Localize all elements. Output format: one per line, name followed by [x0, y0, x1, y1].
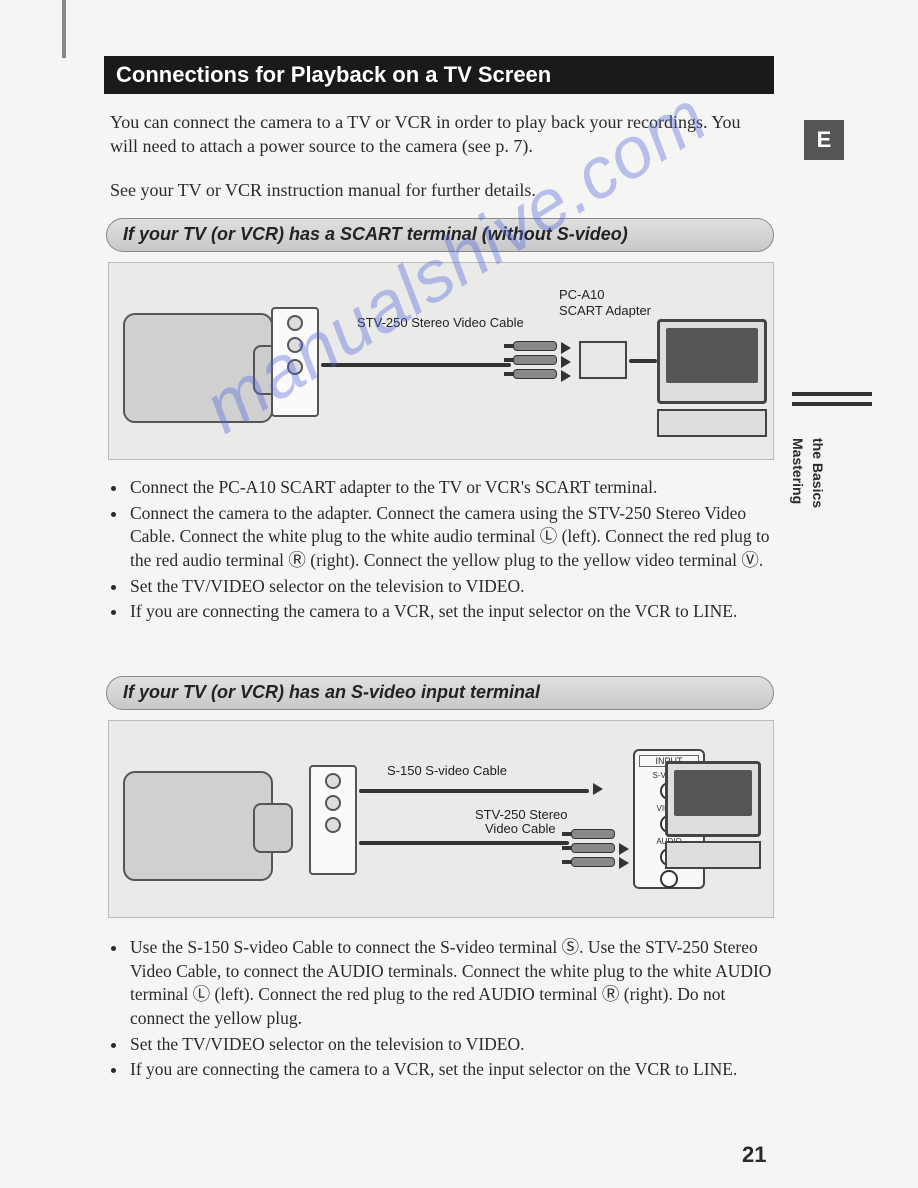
bullet-item: Connect the PC-A10 SCART adapter to the …	[128, 476, 774, 500]
camera-av-panel	[309, 765, 357, 875]
section-heading-scart-text: If your TV (or VCR) has a SCART terminal…	[123, 224, 628, 244]
bullet-item: If you are connecting the camera to a VC…	[128, 1058, 774, 1082]
page-title-bar: Connections for Playback on a TV Screen	[104, 56, 774, 94]
panel-port	[325, 817, 341, 833]
label-pca10-l2: SCART Adapter	[559, 303, 651, 318]
stereo-cable	[321, 363, 511, 367]
intro-paragraph-2: See your TV or VCR instruction manual fo…	[110, 180, 770, 201]
chapter-tab: the Basics Mastering	[790, 438, 860, 528]
section-heading-svideo-text: If your TV (or VCR) has an S-video input…	[123, 682, 540, 702]
rca-plug-red	[571, 857, 615, 867]
rca-plug-yellow	[571, 829, 615, 839]
chapter-tab-line2: the Basics	[810, 438, 826, 508]
rca-plug-red	[513, 355, 557, 365]
arrow-icon	[593, 783, 603, 795]
rca-plugs	[571, 829, 615, 871]
scart-cable	[629, 359, 657, 363]
bullet-item: Set the TV/VIDEO selector on the televis…	[128, 1033, 774, 1057]
scan-edge	[62, 0, 66, 58]
panel-port	[287, 337, 303, 353]
bullet-item: If you are connecting the camera to a VC…	[128, 600, 774, 624]
label-stv250-l1: STV-250 Stereo	[475, 807, 568, 822]
scart-adapter-shape	[579, 341, 627, 379]
panel-port	[325, 795, 341, 811]
panel-port	[287, 315, 303, 331]
bullet-list-scart: Connect the PC-A10 SCART adapter to the …	[118, 476, 774, 626]
side-rule-1	[792, 392, 872, 396]
camcorder-shape	[123, 771, 273, 881]
bullet-item: Connect the camera to the adapter. Conne…	[128, 502, 774, 573]
rca-plug-yellow	[513, 369, 557, 379]
bullet-item: Use the S-150 S-video Cable to connect t…	[128, 936, 774, 1031]
vcr-shape	[657, 409, 767, 437]
camcorder-lens	[253, 803, 293, 853]
section-heading-svideo: If your TV (or VCR) has an S-video input…	[106, 676, 774, 710]
arrow-icon	[619, 843, 629, 855]
arrow-icon	[561, 356, 571, 368]
bullet-item: Set the TV/VIDEO selector on the televis…	[128, 575, 774, 599]
intro-paragraph-1: You can connect the camera to a TV or VC…	[110, 110, 770, 159]
arrow-icon	[561, 370, 571, 382]
diagram-svideo: INPUT S-VIDEO VIDEO AUDIO S-150 S-video …	[108, 720, 774, 918]
manual-page: Connections for Playback on a TV Screen …	[0, 0, 918, 1188]
bullet-list-svideo: Use the S-150 S-video Cable to connect t…	[118, 936, 774, 1084]
camera-av-panel	[271, 307, 319, 417]
camcorder-shape	[123, 313, 273, 423]
rca-plug-white	[513, 341, 557, 351]
svideo-cable	[359, 789, 589, 793]
page-number: 21	[742, 1142, 766, 1168]
chapter-tab-line1: Mastering	[790, 438, 806, 504]
section-heading-scart: If your TV (or VCR) has a SCART terminal…	[106, 218, 774, 252]
vcr-shape	[665, 841, 761, 869]
tv-shape	[665, 761, 761, 837]
rca-plugs	[513, 341, 557, 383]
panel-port	[325, 773, 341, 789]
diagram-scart: STV-250 Stereo Video Cable PC-A10 SCART …	[108, 262, 774, 460]
label-pca10-l1: PC-A10	[559, 287, 605, 302]
label-s150: S-150 S-video Cable	[387, 763, 507, 778]
arrow-icon	[619, 857, 629, 869]
side-rule-2	[792, 402, 872, 406]
label-stv250: STV-250 Stereo Video Cable	[357, 315, 524, 330]
audio-r-jack	[660, 870, 678, 888]
rca-plug-white	[571, 843, 615, 853]
page-title: Connections for Playback on a TV Screen	[116, 62, 551, 87]
panel-port	[287, 359, 303, 375]
tv-shape	[657, 319, 767, 404]
label-stv250-l2: Video Cable	[485, 821, 556, 836]
stereo-cable	[359, 841, 569, 845]
language-badge: E	[804, 120, 844, 160]
arrow-icon	[561, 342, 571, 354]
